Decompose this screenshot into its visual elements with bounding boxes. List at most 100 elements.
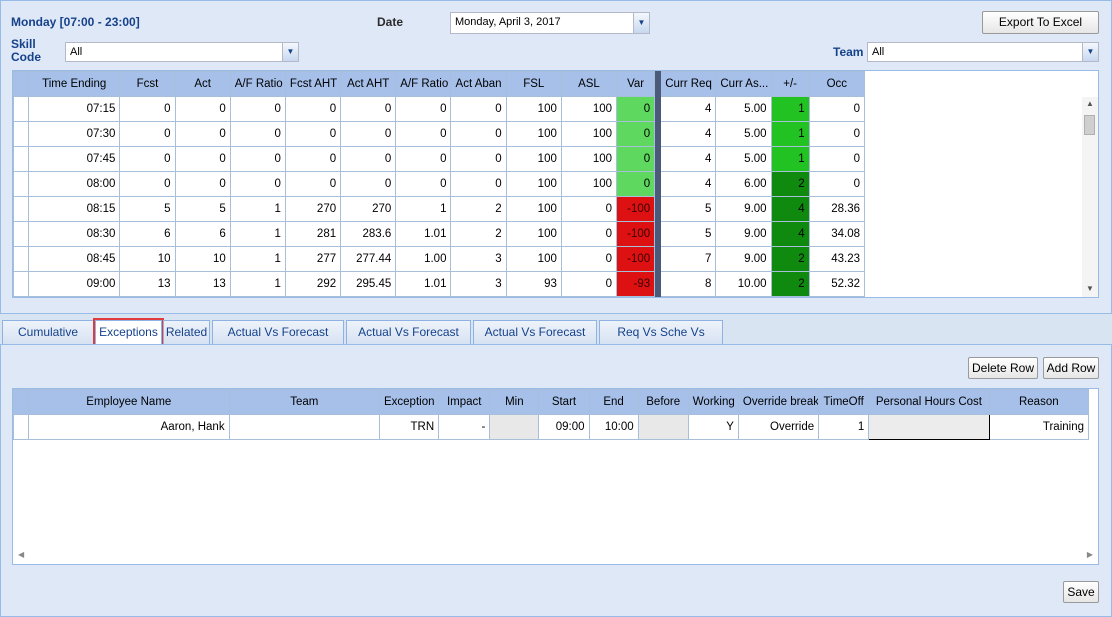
column-header[interactable]: ASL <box>560 71 618 97</box>
table-cell: 281 <box>284 221 342 247</box>
column-header[interactable]: Act Aban <box>450 71 507 97</box>
scroll-down-icon[interactable]: ▼ <box>1086 284 1094 293</box>
table-cell[interactable]: - <box>438 414 491 440</box>
column-header[interactable]: FSL <box>505 71 562 97</box>
table-cell: 5.00 <box>715 96 772 122</box>
column-header[interactable]: Fcst AHT <box>284 71 342 97</box>
column-header[interactable]: Fcst <box>119 71 176 97</box>
vertical-scrollbar[interactable]: ▲ ▼ <box>1082 97 1098 297</box>
row-selector <box>13 96 30 122</box>
table-cell[interactable]: Training <box>988 414 1090 440</box>
team-value: All <box>872 46 885 58</box>
column-header[interactable]: Exception <box>378 389 440 415</box>
table-cell[interactable] <box>868 414 990 440</box>
table-cell: 0 <box>395 96 452 122</box>
table-cell: 6.00 <box>715 171 772 197</box>
column-header[interactable]: +/- <box>770 71 810 97</box>
table-cell[interactable]: Y <box>687 414 739 440</box>
table-cell: 13 <box>174 271 231 297</box>
table-cell: 0 <box>119 96 176 122</box>
column-header[interactable]: Reason <box>988 389 1090 415</box>
scroll-up-icon[interactable]: ▲ <box>1086 99 1094 108</box>
team-select[interactable]: All ▼ <box>867 42 1099 62</box>
save-button[interactable]: Save <box>1063 581 1099 603</box>
table-cell[interactable]: 10:00 <box>588 414 639 440</box>
tab-related[interactable]: Related <box>163 320 210 344</box>
chevron-down-icon[interactable]: ▼ <box>282 43 298 61</box>
column-header[interactable]: Curr As... <box>715 71 772 97</box>
tab-actual-vs-forecast-aht[interactable]: Actual Vs Forecast AHT <box>346 320 471 361</box>
skill-code-select[interactable]: All ▼ <box>65 42 299 62</box>
table-cell: 0 <box>340 121 397 147</box>
column-header[interactable]: Min <box>489 389 540 415</box>
table-row[interactable]: 08:00 0 0 0 0 0 0 0 100 100 0 4 6.00 2 0 <box>13 171 866 197</box>
column-header[interactable]: End <box>588 389 639 415</box>
column-header[interactable]: Before <box>637 389 689 415</box>
table-cell: -100 <box>616 221 656 247</box>
horizontal-scrollbar[interactable]: ◀ ▶ <box>13 549 1098 564</box>
table-cell: 100 <box>505 171 562 197</box>
table-row[interactable]: 07:30 0 0 0 0 0 0 0 100 100 0 4 5.00 1 0 <box>13 121 866 147</box>
column-header[interactable]: Act <box>174 71 231 97</box>
table-cell[interactable]: 1 <box>818 414 870 440</box>
export-excel-button[interactable]: Export To Excel <box>982 11 1099 34</box>
table-cell: 100 <box>560 171 618 197</box>
table-cell: 1 <box>229 246 286 272</box>
tab-req-vs-sche-vs-assign[interactable]: Req Vs Sche Vs Assign <box>599 320 723 361</box>
date-picker[interactable]: Monday, April 3, 2017 ▼ <box>450 12 650 34</box>
table-cell: 0 <box>808 96 866 122</box>
column-header[interactable]: Personal Hours Cost <box>868 389 990 415</box>
table-cell: 295.45 <box>340 271 397 297</box>
tab-cumulative-ratio[interactable]: Cumulative Ratio <box>2 320 94 361</box>
table-cell: 4 <box>660 96 717 122</box>
column-header[interactable]: Team <box>228 389 380 415</box>
table-cell[interactable] <box>489 414 540 440</box>
scroll-left-icon[interactable]: ◀ <box>18 550 25 559</box>
table-row[interactable]: 09:00 13 13 1 292 295.45 1.01 3 93 0 -93 8 10.00 2 52.… <box>13 271 866 297</box>
column-header[interactable]: TimeOff <box>818 389 870 415</box>
table-cell[interactable] <box>228 414 380 440</box>
table-cell: 5 <box>174 196 231 222</box>
column-header[interactable]: Occ <box>808 71 866 97</box>
skill-code-label: Skill Code <box>11 37 41 64</box>
scroll-thumb[interactable] <box>1084 115 1095 135</box>
delete-row-button[interactable]: Delete Row <box>968 357 1038 379</box>
table-cell: 8 <box>660 271 717 297</box>
column-header[interactable]: Override break <box>737 389 820 415</box>
table-cell[interactable]: Override <box>737 414 820 440</box>
column-header[interactable]: Act AHT <box>340 71 397 97</box>
table-row[interactable]: 08:45 10 10 1 277 277.44 1.00 3 100 0 -100 7 9.00 2 43… <box>13 246 866 272</box>
column-header[interactable]: Employee Name <box>28 389 230 415</box>
table-row[interactable]: 08:30 6 6 1 281 283.6 1.01 2 100 0 -100 5 9.00 4 34.08 <box>13 221 866 247</box>
table-cell[interactable]: Aaron, Hank <box>28 414 230 440</box>
column-header[interactable]: A/F Ratio <box>395 71 452 97</box>
table-cell: 0 <box>284 146 342 172</box>
table-cell: 1 <box>770 96 810 122</box>
column-header[interactable]: Time Ending <box>28 71 121 97</box>
column-header[interactable]: A/F Ratio <box>229 71 286 97</box>
table-cell[interactable]: TRN <box>378 414 440 440</box>
row-selector <box>13 146 30 172</box>
add-row-button[interactable]: Add Row <box>1043 357 1099 379</box>
column-header[interactable]: Curr Req <box>660 71 717 97</box>
table-cell: 3 <box>450 246 507 272</box>
chevron-down-icon[interactable]: ▼ <box>1082 43 1098 61</box>
column-header[interactable]: Working <box>687 389 739 415</box>
table-cell[interactable] <box>637 414 689 440</box>
scroll-right-icon[interactable]: ▶ <box>1086 550 1093 559</box>
table-row[interactable]: 08:15 5 5 1 270 270 1 2 100 0 -100 5 9.00 4 28.36 <box>13 196 866 222</box>
column-header[interactable]: Var <box>616 71 656 97</box>
tab-actual-vs-forecast-svl[interactable]: Actual Vs Forecast SVL <box>473 320 597 361</box>
row-selector <box>13 221 30 247</box>
table-row[interactable]: 07:15 0 0 0 0 0 0 0 100 100 0 4 5.00 1 0 <box>13 96 866 122</box>
chevron-down-icon[interactable]: ▼ <box>633 13 649 33</box>
skill-code-value: All <box>70 46 83 58</box>
table-cell[interactable]: 09:00 <box>538 414 590 440</box>
column-header[interactable]: Impact <box>438 389 491 415</box>
table-cell: 0 <box>284 96 342 122</box>
table-row[interactable]: Aaron, Hank TRN - 09:00 10:00 Y Override 1 Train… <box>13 414 1090 440</box>
tab-actual-vs-forecast-tasks[interactable]: Actual Vs Forecast Tasks <box>212 320 344 361</box>
table-row[interactable]: 07:45 0 0 0 0 0 0 0 100 100 0 4 5.00 1 0 <box>13 146 866 172</box>
tab-exceptions[interactable]: Exceptions <box>93 318 164 346</box>
column-header[interactable]: Start <box>538 389 590 415</box>
